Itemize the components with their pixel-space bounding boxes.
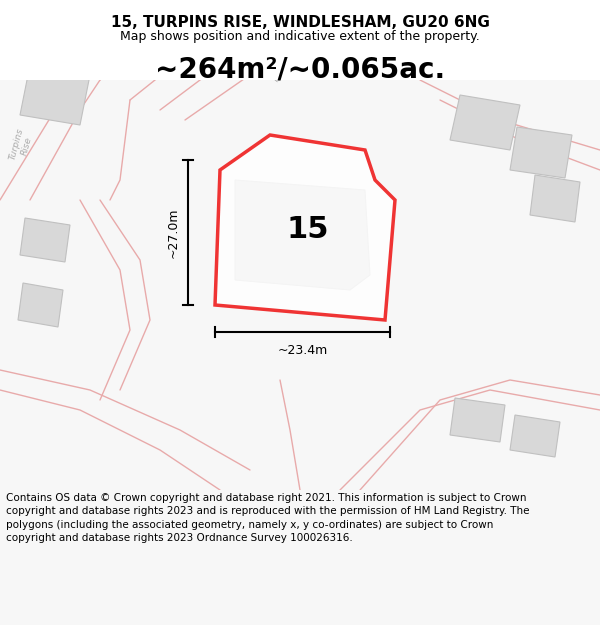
Polygon shape	[510, 127, 572, 178]
Polygon shape	[235, 180, 370, 290]
Text: 15, TURPINS RISE, WINDLESHAM, GU20 6NG: 15, TURPINS RISE, WINDLESHAM, GU20 6NG	[110, 15, 490, 30]
Text: ~264m²/~0.065ac.: ~264m²/~0.065ac.	[155, 55, 445, 83]
Polygon shape	[530, 175, 580, 222]
Text: 15: 15	[287, 216, 329, 244]
Text: Contains OS data © Crown copyright and database right 2021. This information is : Contains OS data © Crown copyright and d…	[6, 493, 530, 542]
Polygon shape	[215, 135, 395, 320]
Polygon shape	[510, 415, 560, 457]
Text: ~23.4m: ~23.4m	[277, 344, 328, 357]
Polygon shape	[18, 283, 63, 327]
Text: Turpins Rise: Turpins Rise	[228, 36, 282, 84]
Polygon shape	[450, 95, 520, 150]
Text: ~27.0m: ~27.0m	[167, 208, 180, 258]
FancyBboxPatch shape	[0, 0, 600, 80]
Text: Turpins
Rise: Turpins Rise	[8, 127, 35, 163]
Polygon shape	[20, 218, 70, 262]
Text: Map shows position and indicative extent of the property.: Map shows position and indicative extent…	[120, 30, 480, 43]
Polygon shape	[450, 398, 505, 442]
Polygon shape	[20, 65, 90, 125]
